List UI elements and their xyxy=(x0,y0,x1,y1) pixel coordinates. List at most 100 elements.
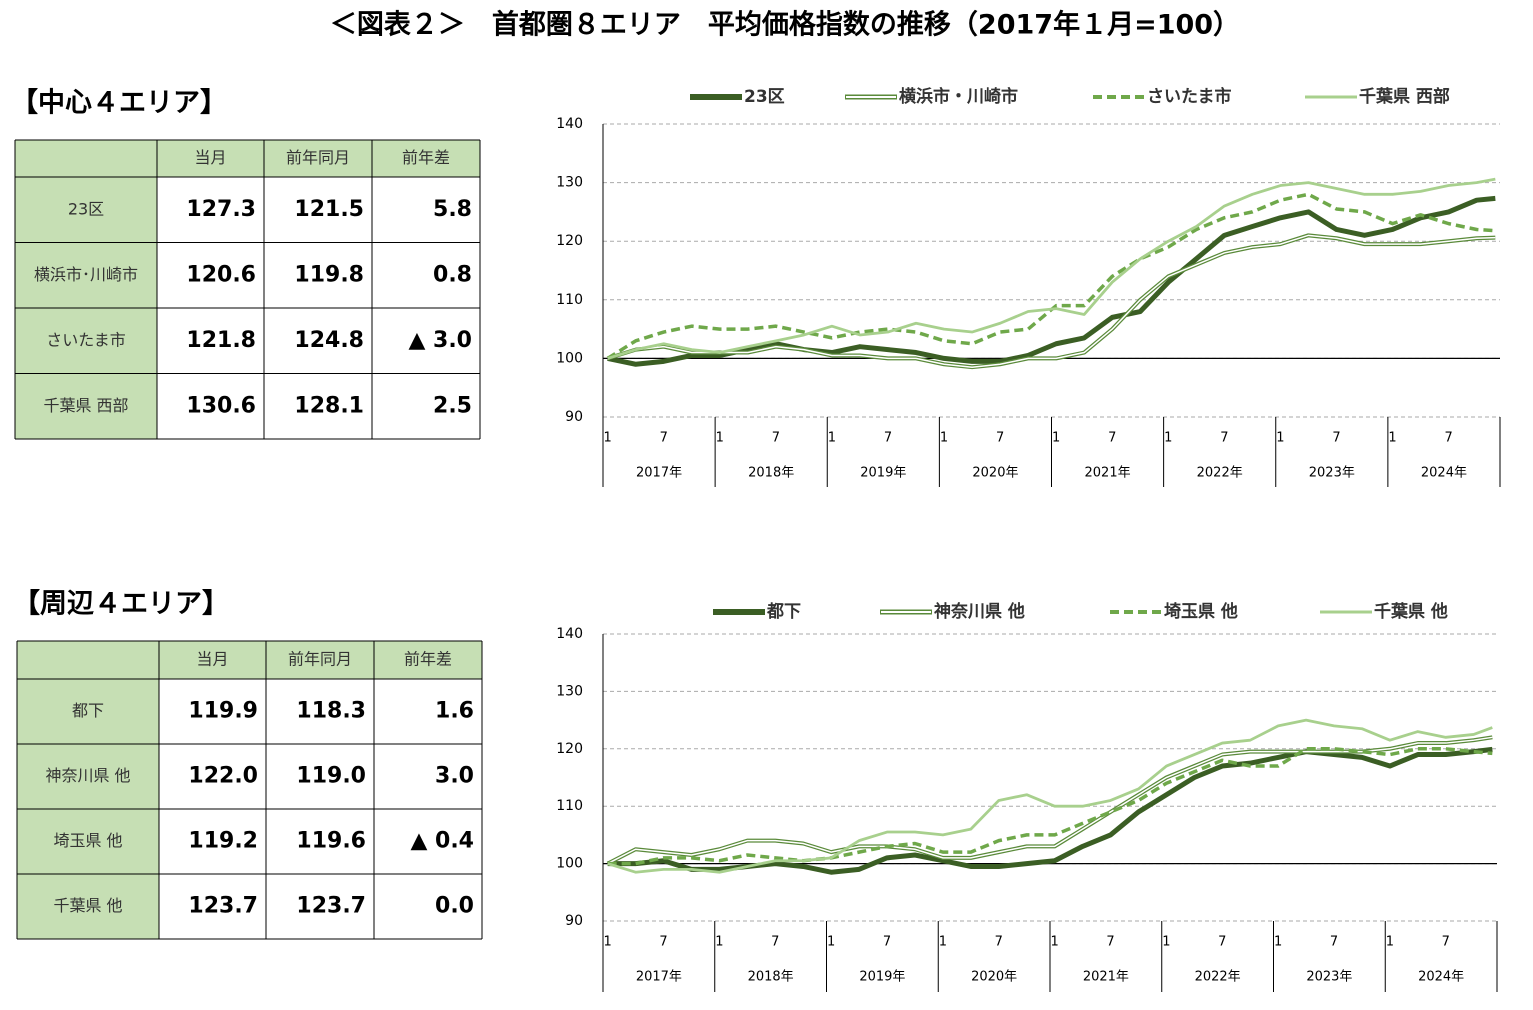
year-label: 2018年 xyxy=(748,970,794,985)
legend-label: 千葉県 西部 xyxy=(1359,86,1450,107)
year-label: 2020年 xyxy=(971,970,1017,985)
month-tick-label: 1 xyxy=(1276,431,1284,446)
table-cell: 123.7 xyxy=(188,894,258,919)
table-cell: 2.5 xyxy=(433,393,472,418)
table-cell: 0.8 xyxy=(433,262,472,287)
month-tick-label: 7 xyxy=(659,935,667,950)
page-title: ＜図表２＞ 首都圏８エリア 平均価格指数の推移（2017年１月=100） xyxy=(330,9,1240,41)
y-tick-label: 130 xyxy=(556,175,583,191)
table-header: 前年同月 xyxy=(288,650,352,669)
table-cell: 5.8 xyxy=(433,197,472,222)
month-tick-label: 7 xyxy=(996,431,1004,446)
table-cell: ▲ 3.0 xyxy=(408,328,472,353)
y-tick-label: 100 xyxy=(556,856,583,872)
month-tick-label: 1 xyxy=(939,935,947,950)
row-label: 千葉県 西部 xyxy=(43,396,128,415)
legend-label: さいたま市 xyxy=(1147,86,1232,107)
table-header: 当月 xyxy=(196,650,228,669)
month-tick-label: 7 xyxy=(772,431,780,446)
year-label: 2022年 xyxy=(1195,970,1241,985)
table-cell: 118.3 xyxy=(296,699,366,724)
table-cell: 123.7 xyxy=(296,894,366,919)
series-line xyxy=(607,195,1496,367)
month-tick-label: 7 xyxy=(1106,935,1114,950)
legend-label: 千葉県 他 xyxy=(1374,601,1448,622)
table-header: 前年差 xyxy=(402,148,450,167)
month-tick-label: 1 xyxy=(1164,431,1172,446)
y-tick-label: 90 xyxy=(565,409,583,425)
row-label: 横浜市･川崎市 xyxy=(34,265,138,284)
month-tick-label: 7 xyxy=(1218,935,1226,950)
month-tick-label: 7 xyxy=(660,431,668,446)
label-col-bg xyxy=(15,140,157,439)
month-tick-label: 7 xyxy=(1330,935,1338,950)
y-tick-label: 140 xyxy=(556,116,583,132)
year-label: 2017年 xyxy=(636,970,682,985)
table-title: 【中心４エリア】 xyxy=(11,88,227,119)
table-cell: 119.6 xyxy=(296,829,366,854)
month-tick-label: 1 xyxy=(828,431,836,446)
series-line xyxy=(607,177,1496,360)
table-header: 前年同月 xyxy=(286,148,350,167)
legend-label: 埼玉県 他 xyxy=(1164,601,1238,622)
year-label: 2021年 xyxy=(1083,970,1129,985)
table-cell: 1.6 xyxy=(435,699,474,724)
month-tick-label: 7 xyxy=(1442,935,1450,950)
month-tick-label: 7 xyxy=(1108,431,1116,446)
series-line xyxy=(607,718,1493,874)
series-line xyxy=(607,746,1493,875)
table-cell: 119.0 xyxy=(296,764,366,789)
month-tick-label: 1 xyxy=(1052,431,1060,446)
label-col-bg xyxy=(17,641,159,939)
month-tick-label: 1 xyxy=(715,935,723,950)
year-label: 2024年 xyxy=(1421,466,1467,481)
table-cell: 3.0 xyxy=(435,764,474,789)
table-cell: 130.6 xyxy=(186,393,256,418)
table-cell: ▲ 0.4 xyxy=(410,829,474,854)
y-tick-label: 140 xyxy=(556,626,583,642)
year-label: 2019年 xyxy=(860,466,906,481)
month-tick-label: 1 xyxy=(604,431,612,446)
table-header: 当月 xyxy=(194,148,226,167)
month-tick-label: 1 xyxy=(1051,935,1059,950)
month-tick-label: 1 xyxy=(716,431,724,446)
table-cell: 124.8 xyxy=(294,328,364,353)
legend-label: 23区 xyxy=(744,87,785,107)
legend-label: 都下 xyxy=(766,601,801,622)
year-label: 2019年 xyxy=(859,970,905,985)
table-title: 【周辺４エリア】 xyxy=(13,589,229,620)
month-tick-label: 7 xyxy=(771,935,779,950)
month-tick-label: 1 xyxy=(1274,935,1282,950)
legend-label: 横浜市・川崎市 xyxy=(899,86,1018,107)
table-cell: 122.0 xyxy=(188,764,258,789)
row-label: 埼玉県 他 xyxy=(53,831,122,850)
table-cell: 121.8 xyxy=(186,328,256,353)
month-tick-label: 7 xyxy=(1332,431,1340,446)
table-cell: 119.8 xyxy=(294,262,364,287)
month-tick-label: 1 xyxy=(940,431,948,446)
row-label: 神奈川県 他 xyxy=(45,766,130,785)
year-label: 2023年 xyxy=(1309,466,1355,481)
month-tick-label: 7 xyxy=(1220,431,1228,446)
row-label: さいたま市 xyxy=(46,330,126,349)
table-header: 前年差 xyxy=(404,650,452,669)
year-label: 2024年 xyxy=(1418,970,1464,985)
table-cell: 119.9 xyxy=(188,699,258,724)
year-label: 2017年 xyxy=(636,466,682,481)
year-label: 2020年 xyxy=(972,466,1018,481)
month-tick-label: 1 xyxy=(1386,935,1394,950)
series-line xyxy=(606,192,1496,360)
row-label: 千葉県 他 xyxy=(53,896,122,915)
month-tick-label: 1 xyxy=(827,935,835,950)
table-cell: 128.1 xyxy=(294,393,364,418)
row-label: 23区 xyxy=(68,199,104,218)
year-label: 2021年 xyxy=(1085,466,1131,481)
year-label: 2023年 xyxy=(1306,970,1352,985)
y-tick-label: 110 xyxy=(556,798,583,814)
y-tick-label: 120 xyxy=(556,233,583,249)
series-line-inner xyxy=(607,234,1496,368)
table-cell: 119.2 xyxy=(188,829,258,854)
month-tick-label: 7 xyxy=(995,935,1003,950)
month-tick-label: 7 xyxy=(883,935,891,950)
